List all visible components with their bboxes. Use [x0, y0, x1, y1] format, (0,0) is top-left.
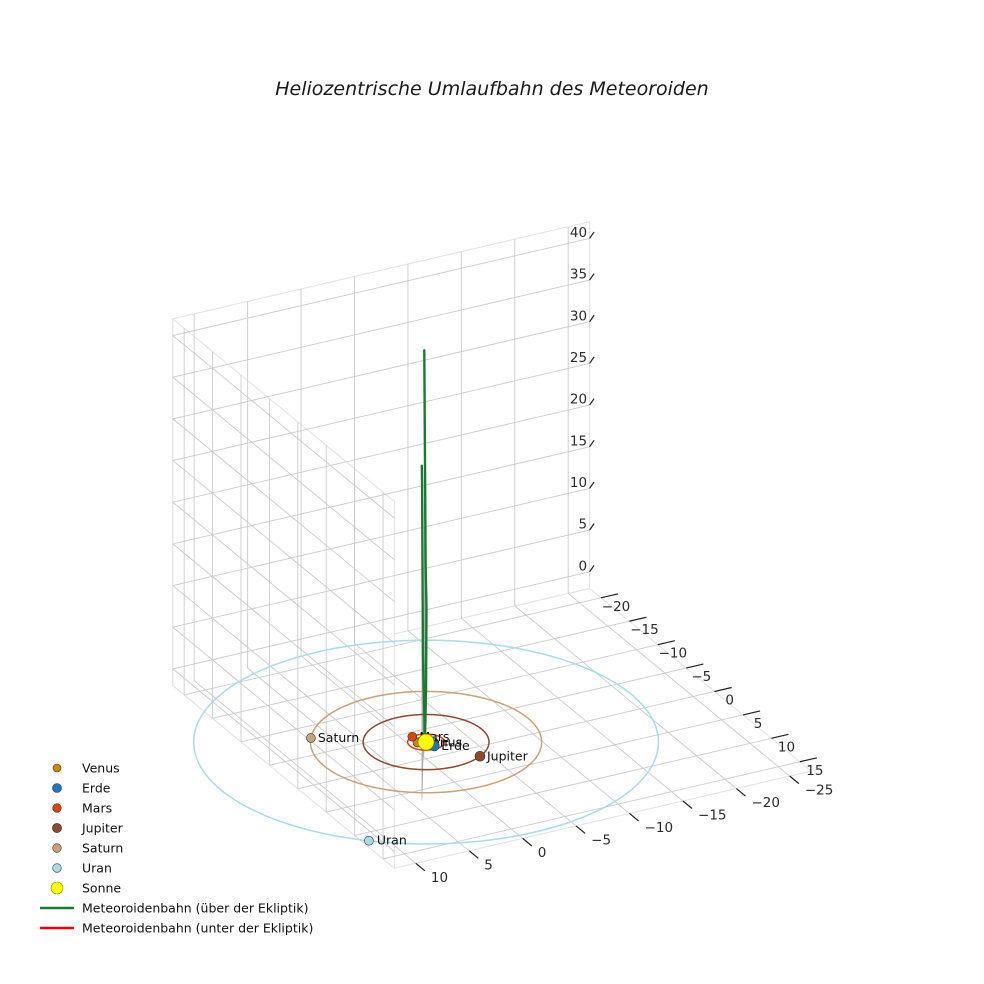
orbit-jupiter	[362, 713, 490, 771]
planet-marker-uran[interactable]	[364, 835, 374, 846]
legend-swatch-6	[50, 881, 64, 895]
legend-label-0[interactable]: Venus	[82, 761, 120, 776]
orbit-saturn	[309, 690, 543, 794]
planet-marker-saturn[interactable]	[306, 733, 316, 743]
legend-swatch-5	[52, 863, 62, 873]
xtick-label-7: 15	[806, 763, 823, 779]
xtick-label-1: −15	[630, 622, 659, 638]
xtick-label-4: 0	[725, 693, 734, 709]
ytick-label-0: −25	[805, 783, 834, 799]
legend[interactable]: Venus Erde Mars Jupiter Saturn Uran Sonne Meteo…	[40, 761, 313, 936]
planet-label-erde: Erde	[441, 738, 470, 753]
legend-swatch-2	[52, 803, 62, 813]
planet-marker-mars[interactable]	[407, 731, 418, 742]
ytick-label-7: 10	[431, 870, 448, 886]
ztick-label-6: 30	[570, 308, 587, 324]
ztick-label-3: 15	[570, 433, 587, 449]
planet-marker-sonne[interactable]	[417, 733, 435, 751]
legend-label-2[interactable]: Mars	[82, 801, 112, 816]
legend-label-7[interactable]: Meteoroidenbahn (über der Ekliptik)	[82, 901, 308, 916]
legend-label-5[interactable]: Uran	[82, 861, 112, 876]
planet-label-saturn: Saturn	[318, 730, 359, 745]
xtick-label-6: 10	[778, 739, 795, 755]
xtick-label-2: −10	[659, 646, 688, 662]
page-title: Heliozentrische Umlaufbahn des Meteoroid…	[275, 78, 708, 100]
ytick-label-1: −20	[751, 795, 780, 811]
xtick-label-5: 5	[754, 716, 763, 732]
ytick-label-3: −10	[645, 820, 674, 836]
orbit-uran	[192, 639, 660, 845]
ytick-label-6: 5	[484, 857, 493, 873]
legend-swatch-4	[52, 843, 62, 853]
ytick-label-5: 0	[538, 845, 547, 861]
ztick-label-1: 5	[578, 517, 587, 533]
legend-label-3[interactable]: Jupiter	[81, 821, 124, 836]
xtick-label-3: −5	[691, 669, 711, 685]
planet-marker-jupiter[interactable]	[474, 750, 486, 762]
axis-ticks: −20−15−10−5051015−25−20−15−10−5051005101…	[415, 225, 834, 886]
ztick-label-5: 25	[570, 350, 587, 366]
planet-orbits	[192, 639, 660, 845]
xtick-label-0: −20	[602, 599, 631, 615]
ztick-label-8: 40	[570, 225, 587, 241]
legend-label-6[interactable]: Sonne	[82, 881, 121, 896]
ztick-label-4: 20	[570, 392, 587, 408]
ztick-label-7: 35	[570, 267, 587, 283]
ztick-label-0: 0	[578, 558, 587, 574]
ytick-label-4: −5	[591, 832, 611, 848]
planet-label-jupiter: Jupiter	[486, 748, 529, 763]
ytick-label-2: −15	[698, 808, 727, 824]
legend-label-4[interactable]: Saturn	[82, 841, 123, 856]
legend-swatch-0	[52, 763, 62, 773]
legend-label-1[interactable]: Erde	[82, 781, 111, 796]
ztick-label-2: 10	[570, 475, 587, 491]
legend-swatch-3	[52, 823, 62, 833]
legend-label-8[interactable]: Meteoroidenbahn (unter der Ekliptik)	[82, 921, 313, 936]
legend-swatch-1	[52, 783, 62, 793]
orbit-mars	[406, 733, 446, 751]
planet-label-uran: Uran	[377, 833, 407, 848]
